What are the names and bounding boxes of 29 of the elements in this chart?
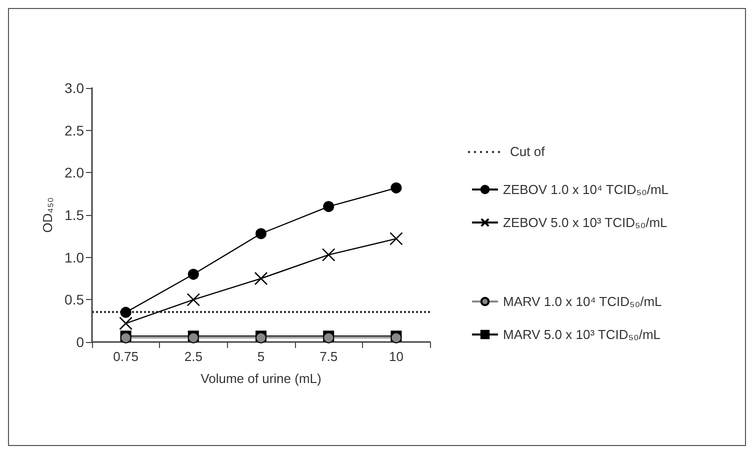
y-tick-label: 0.5 bbox=[64, 292, 84, 308]
point bbox=[188, 268, 199, 280]
legend-label: ZEBOV 1.0 x 10⁴ TCID₅₀/mL bbox=[503, 182, 669, 197]
point bbox=[390, 232, 403, 246]
y-tick-label: 1.0 bbox=[64, 249, 84, 266]
x-tick-label: 10 bbox=[388, 349, 404, 364]
point bbox=[186, 293, 200, 306]
x-tick-label: 5 bbox=[257, 349, 265, 364]
y-axis-title: OD₄₅₀ bbox=[40, 197, 55, 233]
point bbox=[120, 306, 132, 318]
point bbox=[323, 201, 334, 212]
legend-label: MARV 5.0 x 10³ TCID₅₀/mL bbox=[503, 327, 661, 342]
legend-label: Cut of bbox=[510, 144, 545, 159]
x-tick-label: 2.5 bbox=[184, 349, 202, 364]
y-tick-label: 1.5 bbox=[64, 207, 84, 223]
x-tick-label: 0.75 bbox=[113, 349, 138, 364]
y-tick-label: 3.0 bbox=[64, 80, 84, 96]
point bbox=[390, 182, 402, 194]
x-tick-label: 7.5 bbox=[320, 349, 338, 364]
point bbox=[254, 272, 268, 286]
legend-label: MARV 1.0 x 10⁴ TCID₅₀/mL bbox=[503, 294, 662, 309]
point bbox=[119, 316, 132, 330]
point bbox=[322, 248, 336, 262]
x-axis-title: Volume of urine (mL) bbox=[200, 371, 322, 386]
y-tick-label: 2.5 bbox=[64, 122, 84, 138]
y-tick-label: 0 bbox=[76, 334, 84, 350]
y-tick-label: 2.0 bbox=[64, 164, 84, 181]
point bbox=[256, 228, 266, 240]
legend-label: ZEBOV 5.0 x 10³ TCID₅₀/mL bbox=[503, 215, 668, 230]
